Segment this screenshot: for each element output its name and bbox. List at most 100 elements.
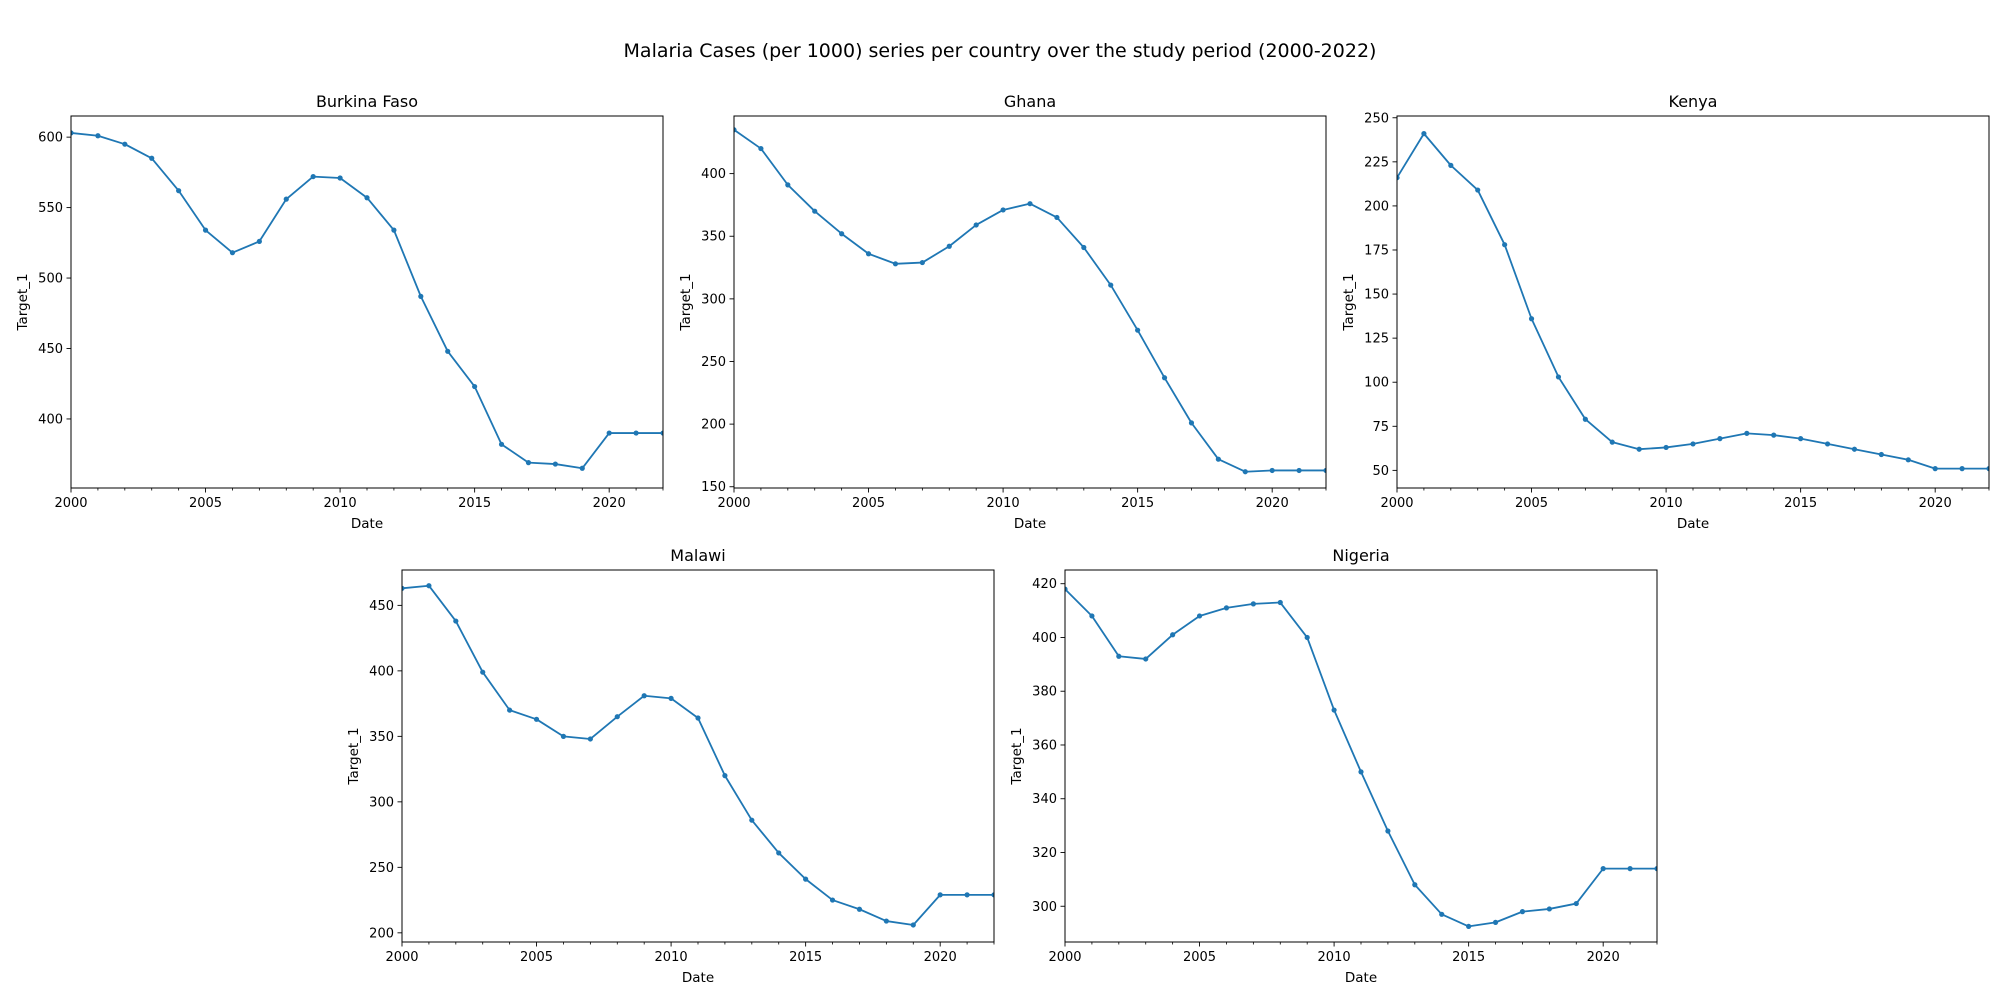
- data-point: [1089, 613, 1095, 619]
- data-point: [641, 693, 647, 699]
- data-point: [445, 348, 451, 354]
- y-tick-label: 300: [1032, 900, 1057, 915]
- data-point: [606, 430, 612, 436]
- data-point: [1439, 911, 1445, 917]
- data-point: [480, 669, 486, 675]
- series-line: [71, 132, 663, 470]
- data-point: [1412, 882, 1418, 888]
- y-axis-label: Target_1: [678, 273, 694, 331]
- y-tick-label: 200: [701, 418, 726, 433]
- panel-malawi: Malawi Date Target_1 2000 2005 2010 2015 202…: [346, 546, 995, 986]
- data-point: [283, 196, 289, 202]
- data-point: [1798, 436, 1804, 442]
- panel-title: Ghana: [1004, 92, 1056, 111]
- data-point: [1555, 374, 1562, 380]
- data-point: [418, 293, 424, 299]
- x-tick-label: 2005: [1183, 950, 1216, 965]
- panel-nigeria: Nigeria Date Target_1 2000 2005 2010 2015 20…: [1009, 546, 1658, 986]
- data-point: [149, 155, 155, 161]
- data-point: [1054, 214, 1060, 221]
- x-tick-label: 2000: [1380, 496, 1413, 511]
- data-point: [1188, 420, 1195, 426]
- x-tick-label: 2020: [1256, 496, 1289, 511]
- data-point: [734, 127, 737, 133]
- x-axis-label: Date: [1345, 970, 1377, 986]
- x-tick-label: 2010: [324, 496, 357, 511]
- plot-area: [1397, 131, 1989, 472]
- y-tick-label: 250: [369, 861, 394, 876]
- data-point: [533, 716, 540, 722]
- data-point: [964, 892, 970, 898]
- data-point: [95, 133, 101, 139]
- data-point: [1000, 207, 1006, 213]
- y-tick-label: 450: [369, 599, 394, 614]
- data-point: [1519, 909, 1526, 915]
- data-point: [633, 430, 639, 436]
- data-point: [560, 733, 567, 739]
- data-point: [1196, 613, 1203, 619]
- x-tick-label: 2000: [717, 496, 750, 511]
- data-point: [1161, 375, 1168, 381]
- data-point: [229, 250, 236, 256]
- data-point: [310, 173, 316, 180]
- y-tick-label: 100: [1364, 376, 1389, 391]
- x-tick-label: 2015: [1121, 496, 1154, 511]
- plot-area: [1065, 586, 1657, 930]
- data-point: [498, 441, 505, 447]
- series-line: [402, 584, 994, 926]
- y-tick-label: 200: [369, 926, 394, 941]
- data-point: [587, 736, 593, 742]
- data-point: [1654, 866, 1657, 872]
- y-tick-label: 225: [1364, 155, 1389, 170]
- data-point: [1932, 466, 1938, 472]
- data-point: [1135, 327, 1141, 333]
- data-point: [1627, 866, 1633, 872]
- data-point: [1269, 467, 1275, 474]
- y-tick-label: 340: [1032, 792, 1057, 807]
- x-tick-label: 2010: [1650, 496, 1683, 511]
- x-tick-label: 2015: [1784, 496, 1817, 511]
- x-axis-label: Date: [682, 970, 714, 986]
- data-point: [472, 383, 478, 390]
- data-point: [1528, 316, 1535, 322]
- axes-frame: [1396, 115, 1990, 489]
- y-tick-label: 420: [1032, 577, 1057, 592]
- y-tick-label: 150: [701, 480, 726, 495]
- data-point: [202, 227, 209, 233]
- axes-frame: [401, 569, 995, 943]
- data-point: [453, 618, 459, 624]
- data-point: [1065, 586, 1068, 592]
- data-point: [937, 892, 943, 898]
- data-point: [910, 922, 916, 928]
- y-axis-label: Target_1: [1341, 273, 1357, 331]
- data-point: [614, 714, 620, 720]
- data-point: [1663, 444, 1669, 451]
- y-tick-label: 300: [701, 292, 726, 307]
- y-tick-label: 400: [369, 664, 394, 679]
- data-point: [1448, 162, 1454, 168]
- y-tick-label: 250: [1364, 111, 1389, 126]
- data-point: [785, 182, 791, 188]
- y-axis-label: Target_1: [1009, 727, 1025, 785]
- plot-area: [734, 127, 1326, 475]
- data-point: [1358, 769, 1364, 775]
- x-tick-label: 2000: [1048, 950, 1081, 965]
- data-point: [1027, 201, 1033, 207]
- data-point: [1744, 430, 1750, 436]
- y-tick-label: 175: [1364, 243, 1389, 258]
- x-axis-label: Date: [351, 516, 383, 532]
- data-point: [337, 175, 343, 181]
- y-tick-label: 400: [1032, 631, 1057, 646]
- panel-burkina-faso: Burkina Faso Date Target_1 2000 2005 2010 2…: [15, 92, 664, 532]
- x-tick-label: 2005: [852, 496, 885, 511]
- data-point: [1771, 432, 1777, 438]
- panel-ghana: Ghana Date Target_1 2000 2005 2010 2015 2020…: [678, 92, 1327, 532]
- x-tick-label: 2010: [987, 496, 1020, 511]
- data-point: [1502, 242, 1508, 248]
- data-point: [426, 583, 432, 589]
- data-point: [71, 130, 74, 136]
- x-tick-label: 2000: [54, 496, 87, 511]
- data-point: [579, 465, 585, 471]
- data-point: [1466, 923, 1472, 930]
